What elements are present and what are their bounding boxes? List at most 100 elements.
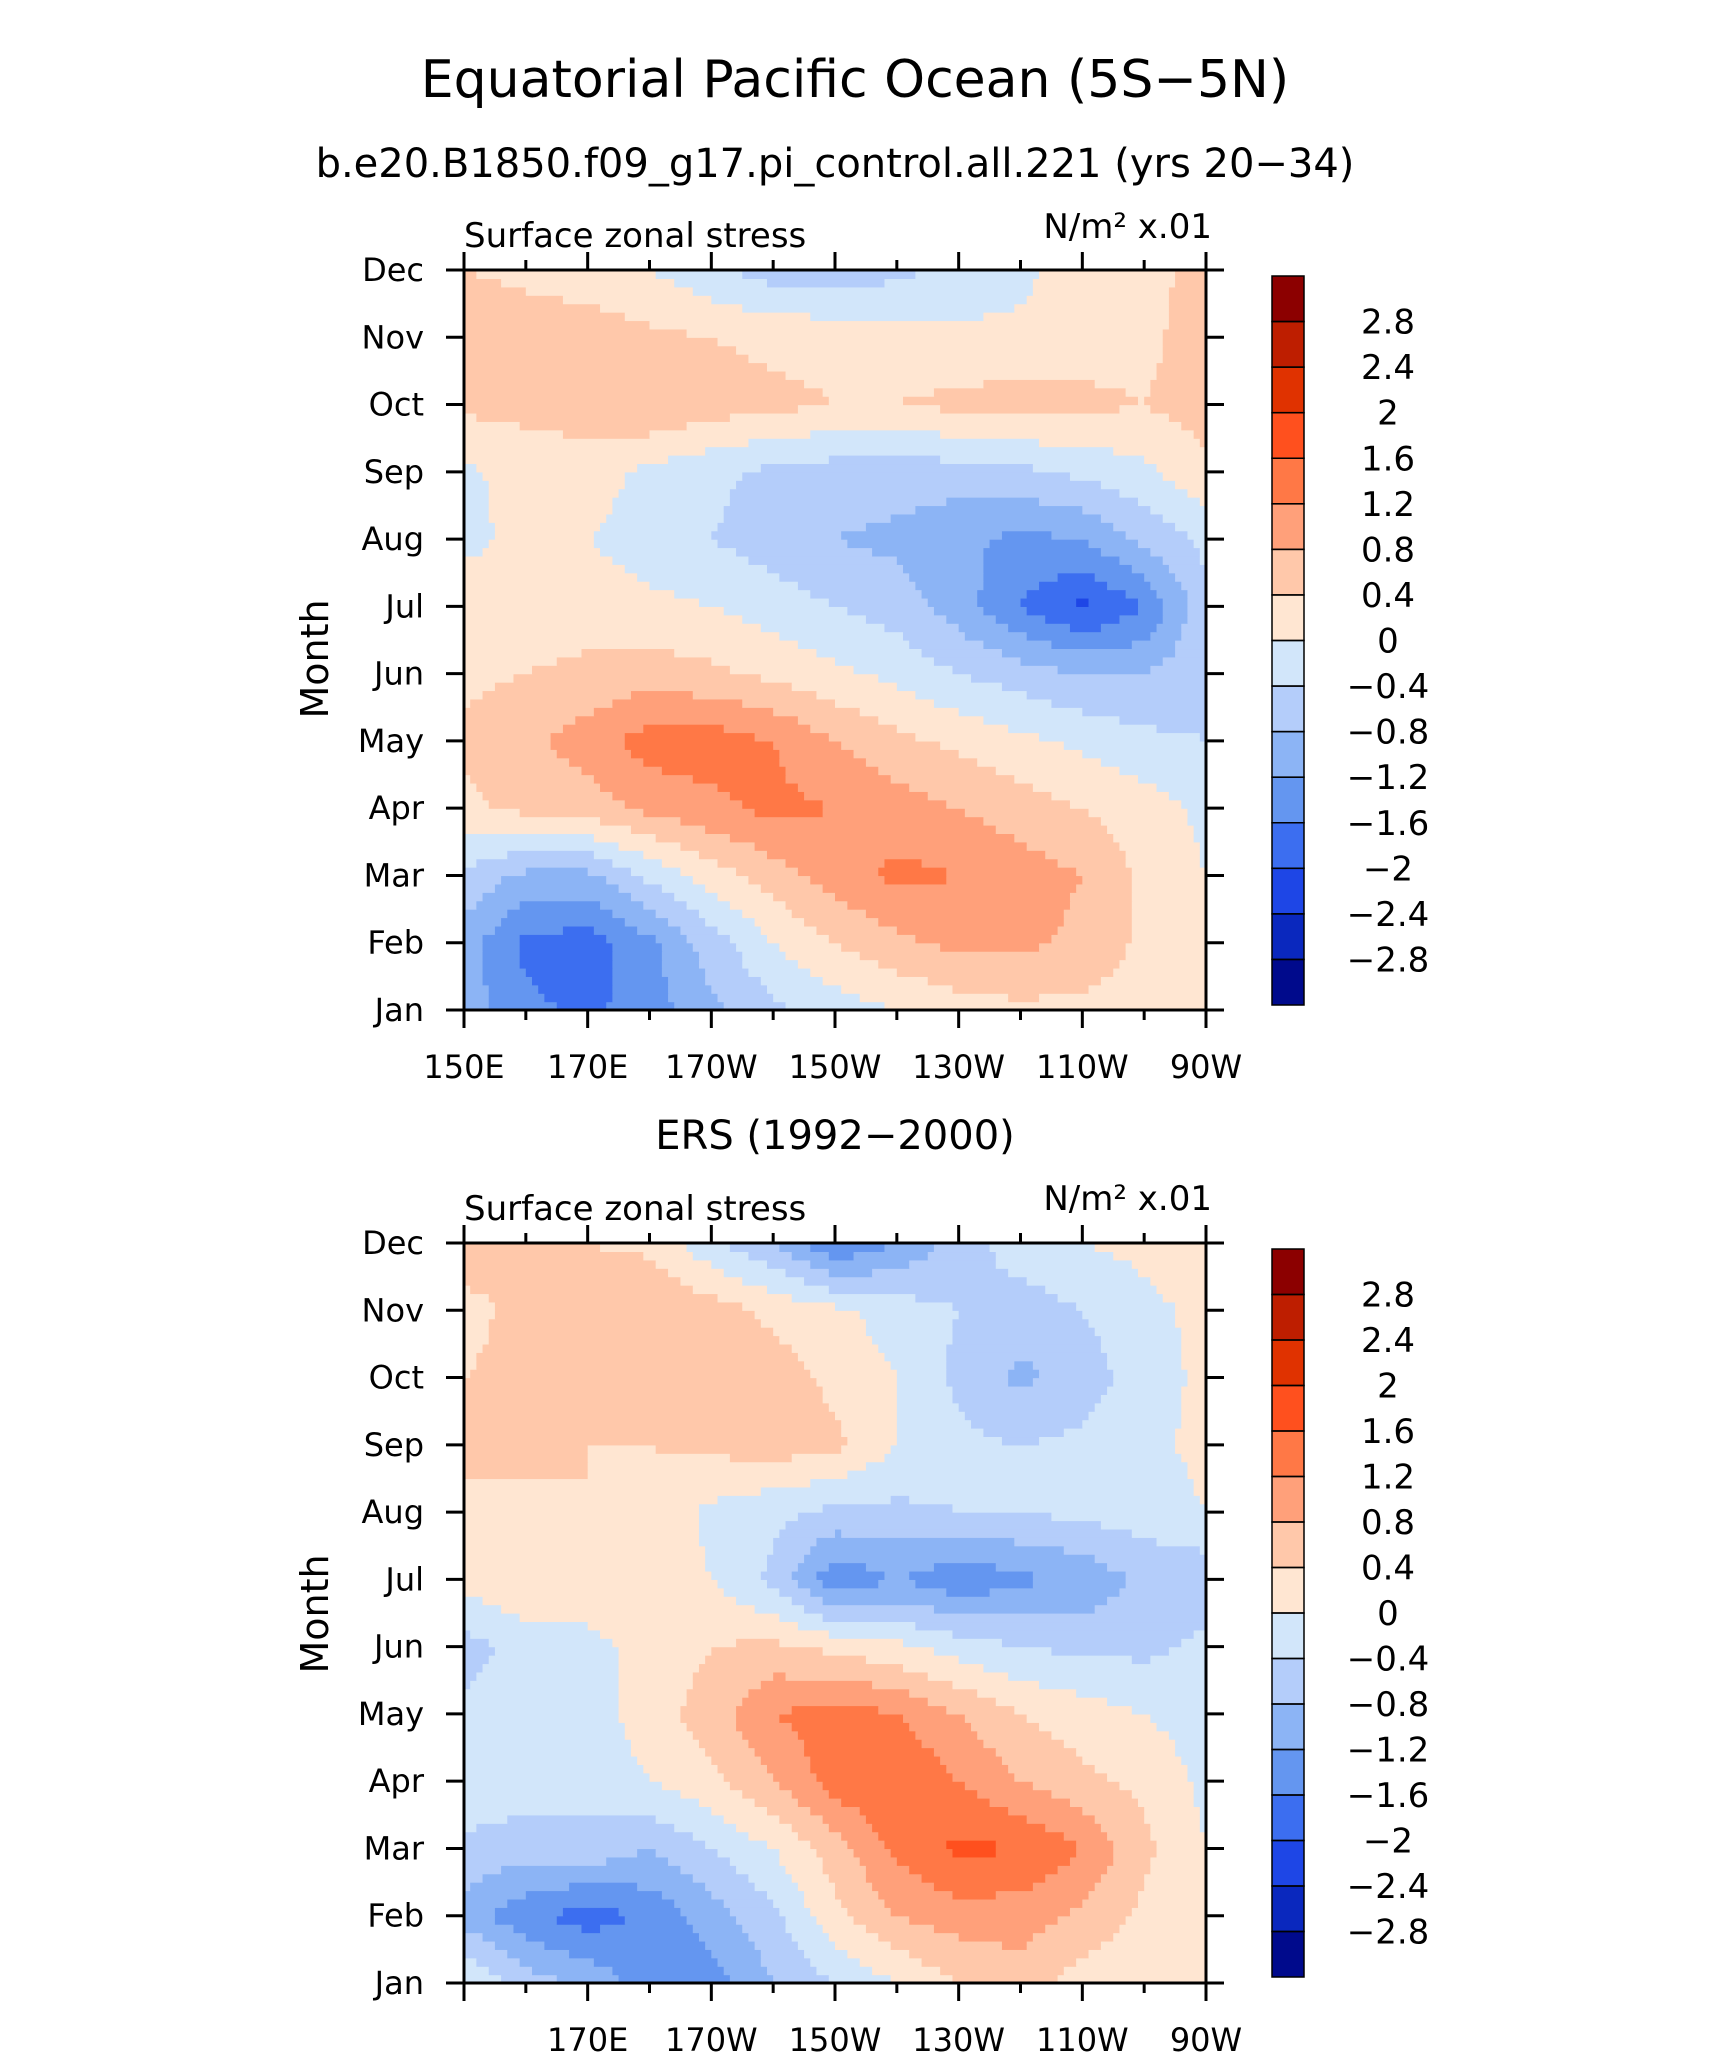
contour-cell <box>1107 1352 1182 1362</box>
contour-cell <box>940 455 1145 465</box>
contour-cell <box>1026 1940 1102 1950</box>
contour-cell <box>822 1503 954 1513</box>
contour-cell <box>1008 1369 1040 1379</box>
contour-cell <box>1150 1856 1207 1866</box>
contour-cell <box>1032 278 1176 288</box>
contour-cell <box>1175 270 1207 280</box>
contour-cell <box>1082 1755 1182 1765</box>
contour-cell <box>748 354 1164 364</box>
contour-cell <box>816 690 916 700</box>
contour-cell <box>915 505 1083 515</box>
contour-cell <box>711 1806 768 1816</box>
contour-cell <box>593 925 638 935</box>
contour-cell <box>810 1806 861 1816</box>
contour-cell <box>587 867 632 877</box>
contour-cell <box>1150 1823 1201 1833</box>
contour-cell <box>748 438 1040 448</box>
contour-cell <box>569 1882 638 1892</box>
contour-cell <box>1137 774 1207 784</box>
contour-cell <box>1100 1823 1151 1833</box>
contour-cell <box>878 1579 916 1589</box>
contour-cell <box>1156 362 1207 372</box>
contour-cell <box>878 867 947 877</box>
contour-cell <box>1100 547 1151 557</box>
contour-cell <box>921 1873 1046 1883</box>
contour-cell <box>964 631 1028 641</box>
contour-cell <box>785 1915 818 1925</box>
contour-cell <box>810 312 984 322</box>
contour-cell <box>618 1697 688 1707</box>
contour-cell <box>1063 909 1133 919</box>
contour-cell <box>464 942 484 952</box>
contour-cell <box>1156 370 1207 380</box>
right-string: N/m² x.01 <box>1043 1179 1212 1219</box>
contour-cell <box>464 909 508 919</box>
contour-cell <box>1076 1957 1207 1967</box>
colorbar-swatch <box>1272 1522 1304 1568</box>
contour-cell <box>872 1882 935 1892</box>
contour-cell <box>742 909 793 919</box>
contour-cell <box>1051 1646 1170 1656</box>
contour-cell <box>705 825 997 835</box>
contour-cell <box>705 883 762 893</box>
contour-cell <box>692 1924 743 1934</box>
colorbar-swatch <box>1272 1613 1304 1659</box>
contour-cell <box>649 1772 725 1782</box>
contour-cell <box>748 1688 910 1698</box>
contour-cell <box>711 530 842 540</box>
contour-cell <box>915 1730 978 1740</box>
contour-cell <box>1144 572 1176 582</box>
contour-cell <box>717 337 1164 347</box>
contour-cell <box>464 1259 657 1269</box>
contour-cell <box>618 1655 706 1665</box>
contour-cell <box>921 648 1003 658</box>
contour-cell <box>723 724 811 734</box>
contour-cell <box>680 1705 737 1715</box>
contour-cell <box>878 715 984 725</box>
contour-cell <box>624 1722 688 1732</box>
contour-cell <box>525 1932 700 1942</box>
x-tick-label: 170E <box>547 1048 628 1086</box>
contour-cell <box>804 1739 923 1749</box>
contour-cell <box>989 1587 1121 1597</box>
contour-cell <box>742 471 1071 481</box>
contour-cell <box>797 782 910 792</box>
contour-cell <box>661 951 700 961</box>
y-tick-label: Nov <box>362 318 424 356</box>
panel-subtitle: b.e20.B1850.f09_g17.pi_control.all.221 (… <box>316 141 1355 187</box>
contour-cell <box>915 1293 1059 1303</box>
contour-cell <box>464 1293 490 1303</box>
contour-cell <box>464 1755 638 1765</box>
contour-cell <box>909 1915 1059 1925</box>
contour-cell <box>1175 1436 1207 1446</box>
contour-cell <box>791 1251 830 1261</box>
contour-cell <box>977 1688 1077 1698</box>
contour-cell <box>519 934 607 944</box>
contour-cell <box>1014 1360 1034 1370</box>
contour-cell <box>464 1798 700 1808</box>
contour-cell <box>464 606 725 616</box>
contour-cell <box>983 564 1133 574</box>
colorbar-swatch <box>1272 1658 1304 1705</box>
contour-cell <box>896 1385 954 1395</box>
contour-cell <box>612 959 663 969</box>
contour-cell <box>946 1360 1015 1370</box>
contour-cell <box>1119 488 1189 498</box>
contour-cell <box>717 1579 768 1589</box>
contour-cell <box>1193 1478 1207 1488</box>
contour-cell <box>804 917 879 927</box>
contour-cell <box>680 841 756 851</box>
contour-cell <box>816 1848 855 1858</box>
contour-cell <box>464 841 620 851</box>
contour-cell <box>1014 303 1170 313</box>
contour-cell <box>946 1369 1009 1379</box>
contour-cell <box>600 816 682 826</box>
contour-cell <box>1026 295 1170 305</box>
contour-cell <box>835 892 1071 902</box>
contour-cell <box>1175 1310 1207 1320</box>
contour-cell <box>655 1444 842 1454</box>
contour-cell <box>822 1394 898 1404</box>
contour-cell <box>1039 1680 1207 1690</box>
contour-cell <box>464 337 719 347</box>
contour-cell <box>971 1419 1083 1429</box>
